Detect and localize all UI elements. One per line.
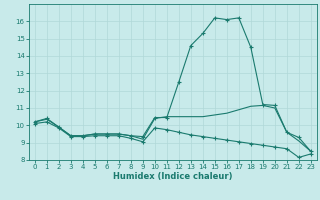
X-axis label: Humidex (Indice chaleur): Humidex (Indice chaleur) <box>113 172 233 181</box>
